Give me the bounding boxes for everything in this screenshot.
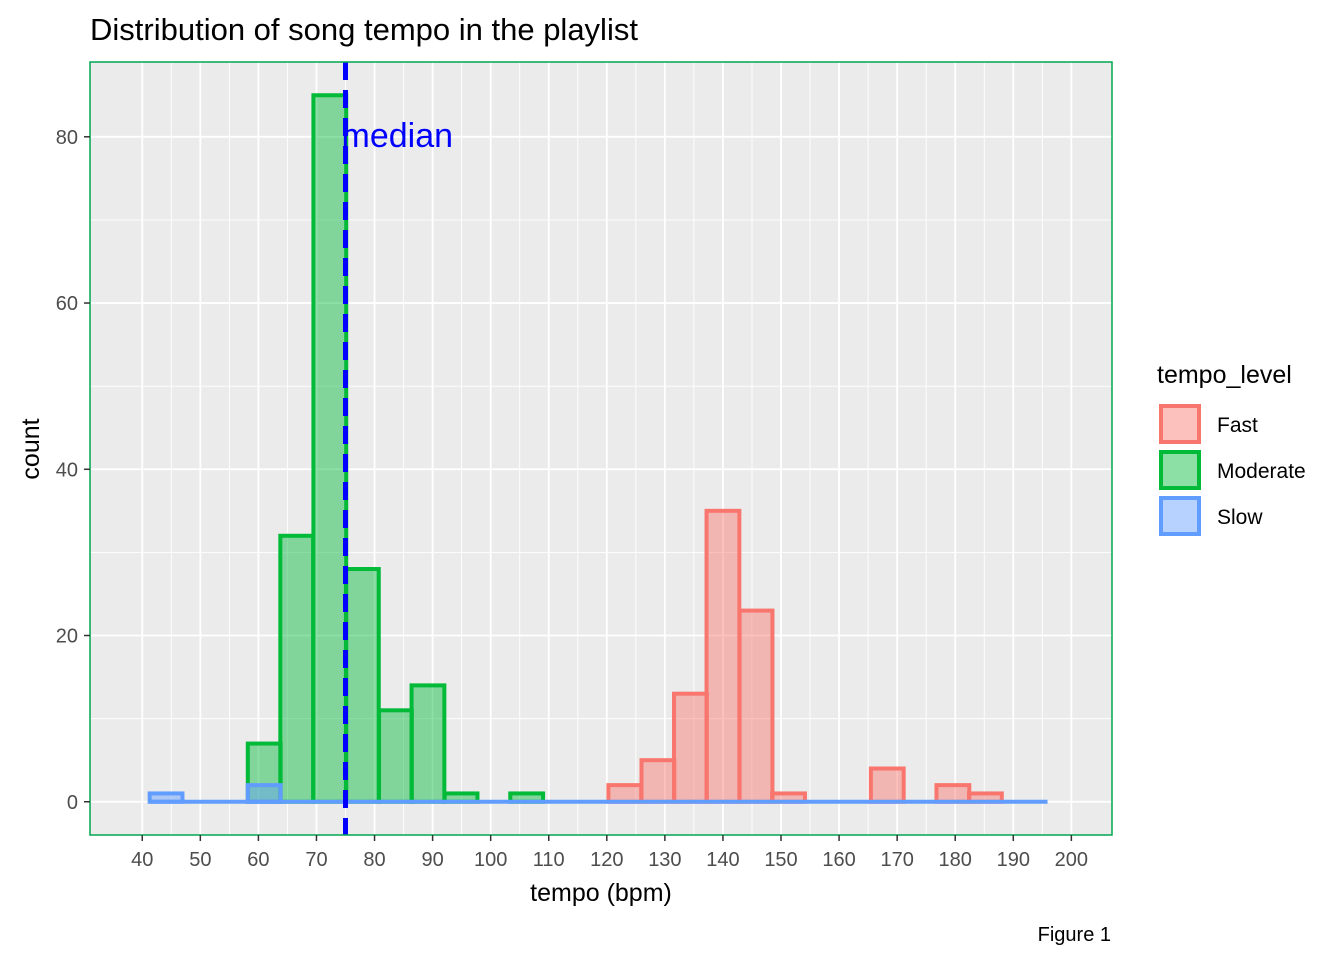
y-tick-label: 20 [56,626,78,648]
y-axis-title: count [17,418,45,479]
x-tick-label: 190 [997,849,1030,871]
bar-moderate [311,93,349,804]
bar-fast [934,783,972,804]
chart-title: Distribution of song tempo in the playli… [90,12,638,47]
legend-key-fast [1159,404,1201,444]
panel-background [90,62,1112,835]
y-tick-label: 40 [56,459,78,481]
x-tick-label: 200 [1055,849,1088,871]
x-axis-title: tempo (bpm) [530,879,672,907]
bar-moderate [245,741,283,804]
x-tick-label: 100 [474,849,507,871]
legend-key-slow [1159,496,1201,536]
bar-fast [672,691,709,804]
figure-caption: Figure 1 [1038,924,1111,946]
x-axis-ticks: 40 50 60 70 80 90 100 110 120 130 140 150 160 170 180 1… [131,835,1088,871]
x-tick-label: 90 [421,849,443,871]
bar-moderate [278,533,316,804]
bar-fast [704,508,742,804]
legend-title: tempo_level [1157,361,1292,389]
legend-label-slow: Slow [1217,506,1263,529]
x-tick-label: 150 [764,849,797,871]
x-tick-label: 180 [939,849,972,871]
y-tick-label: 60 [56,293,78,315]
x-tick-label: 140 [706,849,739,871]
y-tick-label: 80 [56,127,78,149]
plot-panel: median [89,61,1113,836]
bar-moderate [343,567,381,804]
bar-slow [245,783,283,804]
x-tick-label: 70 [305,849,327,871]
legend: tempo_level Fast Moderate Slow [1157,361,1306,536]
x-tick-label: 80 [363,849,385,871]
x-tick-label: 160 [822,849,855,871]
series-fast [606,508,1004,804]
median-label: median [342,117,454,155]
bar-moderate [409,683,447,804]
bar-fast [868,766,906,804]
x-tick-label: 130 [648,849,681,871]
bar-fast [639,758,677,804]
x-tick-label: 110 [533,849,565,871]
legend-key-moderate [1159,450,1201,490]
bar-moderate [377,708,414,804]
x-tick-label: 40 [131,849,153,871]
y-axis-ticks: 0 20 40 60 80 [56,127,90,814]
bars [147,93,1048,804]
x-tick-label: 120 [590,849,623,871]
legend-label-fast: Fast [1217,414,1258,437]
panel-border [89,61,1113,836]
legend-label-moderate: Moderate [1217,460,1306,483]
series-slow [147,783,1048,804]
x-tick-label: 60 [247,849,269,871]
x-tick-label: 170 [880,849,913,871]
y-tick-label: 0 [67,792,78,814]
bar-fast [737,608,775,804]
x-tick-label: 50 [189,849,211,871]
bar-fast [606,783,644,804]
